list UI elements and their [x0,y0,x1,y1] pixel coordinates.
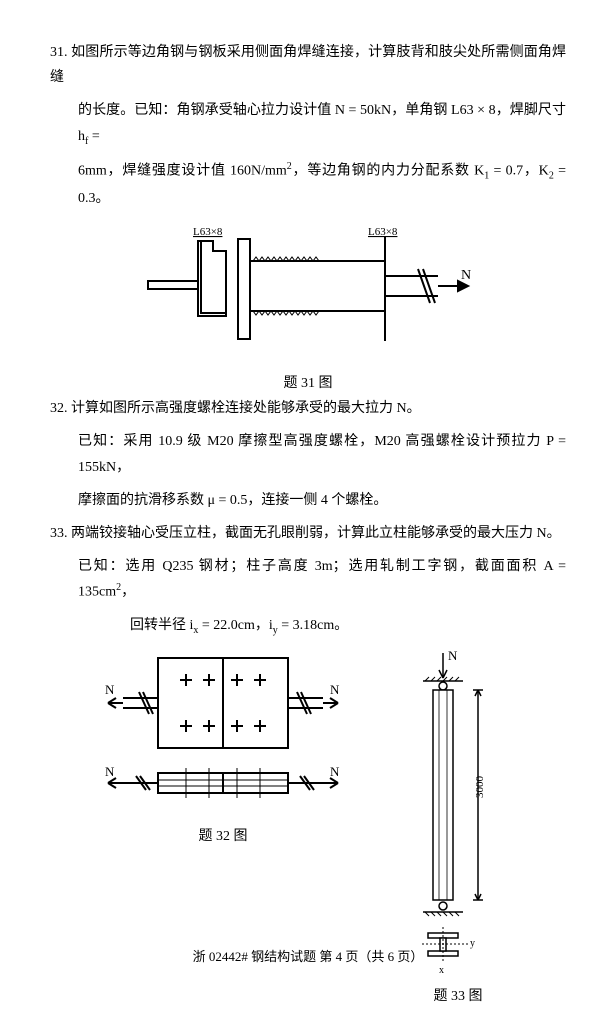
q31-text-2a: 的长度。已知：角钢承受轴心拉力设计值 N = 50kN，单角钢 L63 × 8，… [78,103,566,143]
figure-32: N N N N 题 32 图 [103,648,343,849]
fig32-n1: N [105,682,115,697]
fig32-n3: N [105,764,115,779]
q31-text-1: 如图所示等边角钢与钢板采用侧面角焊缝连接，计算肢背和肢尖处所需侧面角焊缝 [50,45,566,85]
fig31-label2: L63×8 [368,226,398,238]
fig32-n4: N [330,764,340,779]
q32-number: 32. [50,401,68,416]
q32-line2: 已知：采用 10.9 级 M20 摩擦型高强度螺栓，M20 高强螺栓设计预拉力 … [50,429,566,479]
q33-text-2b: ， [121,585,135,600]
q31-line3: 6mm，焊缝强度设计值 160N/mm2，等边角钢的内力分配系数 K1 = 0.… [50,158,566,211]
q33-text-3c: = 3.18cm。 [278,618,349,633]
q33-text-1: 两端铰接轴心受压立柱，截面无孔眼削弱，计算此立柱能够承受的最大压力 N。 [71,526,561,541]
q31-text-3b: ，等边角钢的内力分配系数 K [292,164,484,179]
q31-text-2b: = [88,129,99,144]
fig32-n2: N [330,682,340,697]
caption-33: 题 33 图 [434,984,483,1009]
q33-text-3b: = 22.0cm，i [198,618,272,633]
fig31-n: N [461,268,471,283]
q31-line2: 的长度。已知：角钢承受轴心拉力设计值 N = 50kN，单角钢 L63 × 8，… [50,98,566,150]
page-footer: 浙 02442# 钢结构试题 第 4 页（共 6 页） [0,945,616,968]
q33-text-3a: 回转半径 i [130,618,193,633]
figure-31: L63×8 L63×8 N [50,221,566,361]
question-31: 31. 如图所示等边角钢与钢板采用侧面角焊缝连接，计算肢背和肢尖处所需侧面角焊缝 [50,40,566,90]
q33-text-2a: 已知：选用 Q235 钢材；柱子高度 3m；选用轧制工字钢，截面面积 A = 1… [78,559,566,600]
q31-text-3c: = 0.7，K [489,164,549,179]
question-33: 33. 两端铰接轴心受压立柱，截面无孔眼削弱，计算此立柱能够承受的最大压力 N。 [50,521,566,546]
question-32: 32. 计算如图所示高强度螺栓连接处能够承受的最大拉力 N。 [50,396,566,421]
caption-31: 题 31 图 [50,371,566,396]
fig33-n: N [448,648,458,663]
q33-number: 33. [50,526,68,541]
q31-text-3a: 6mm，焊缝强度设计值 160N/mm [78,164,287,179]
q32-line3: 摩擦面的抗滑移系数 μ = 0.5，连接一侧 4 个螺栓。 [50,488,566,513]
caption-32: 题 32 图 [199,824,248,849]
q32-text-1: 计算如图所示高强度螺栓连接处能够承受的最大拉力 N。 [71,401,421,416]
q33-line2: 已知：选用 Q235 钢材；柱子高度 3m；选用轧制工字钢，截面面积 A = 1… [50,554,566,605]
q31-number: 31. [50,45,68,60]
q33-line3: 回转半径 ix = 22.0cm，iy = 3.18cm。 [50,613,566,640]
fig33-dim: 3000 [474,775,486,798]
fig31-label1: L63×8 [193,226,223,238]
